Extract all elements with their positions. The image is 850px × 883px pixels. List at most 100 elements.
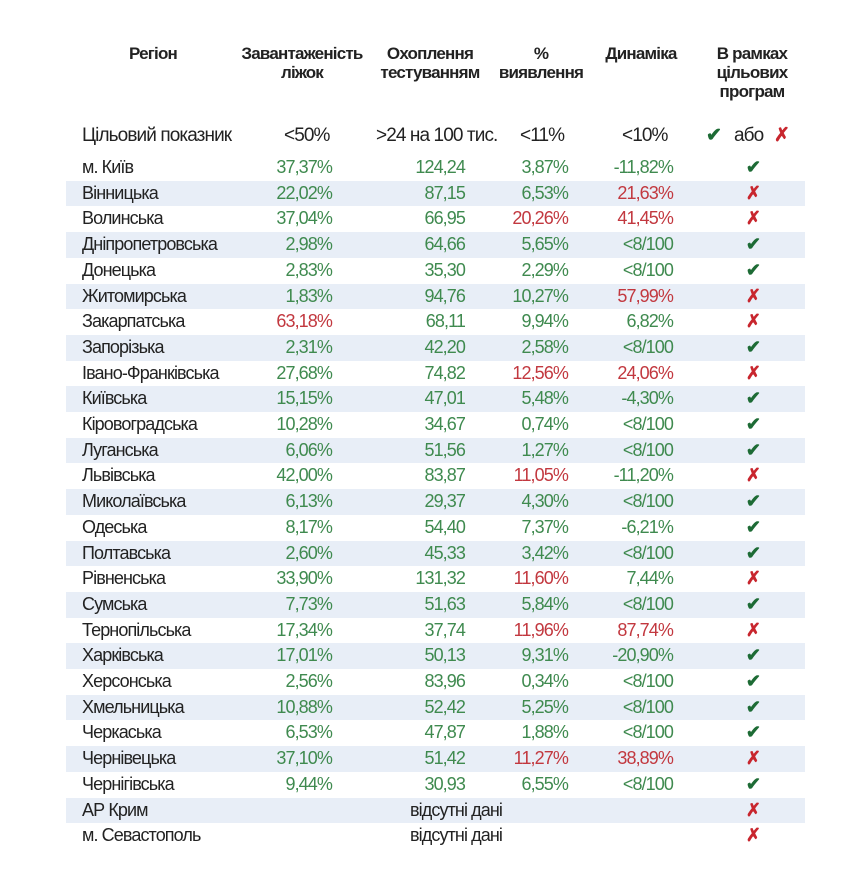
- region-name: Рівненська: [82, 568, 166, 589]
- detection-value: 2,58%: [521, 336, 568, 357]
- dynamics-value: <8/100: [622, 542, 674, 563]
- region-name: Харківська: [82, 645, 164, 666]
- testing-value: 35,30: [424, 259, 465, 280]
- region-name: м. Київ: [82, 157, 134, 177]
- beds-value: 6,13%: [285, 491, 332, 512]
- check-icon: ✔: [745, 491, 761, 512]
- table-row: Одеська 8,17% 54,40 7,37% -6,21% ✔: [66, 515, 805, 541]
- target-label: Цільовий показник: [82, 125, 232, 146]
- check-icon: ✔: [745, 259, 761, 280]
- table-row: Харківська 17,01% 50,13 9,31% -20,90% ✔: [66, 643, 805, 669]
- detection-value: 2,29%: [521, 259, 568, 280]
- target-beds: <50%: [284, 125, 330, 146]
- detection-value: 5,48%: [521, 388, 568, 409]
- testing-value: 30,93: [424, 773, 465, 794]
- region-name: Миколаївська: [82, 491, 186, 512]
- testing-value: 37,74: [424, 619, 465, 640]
- cross-icon: ✗: [745, 182, 761, 203]
- detection-value: 9,94%: [521, 311, 568, 332]
- region-name: Донецька: [82, 259, 156, 280]
- testing-value: 42,20: [424, 336, 465, 357]
- testing-value: 51,42: [424, 748, 465, 769]
- beds-value: 63,18%: [276, 311, 333, 332]
- dynamics-value: <8/100: [622, 671, 674, 691]
- testing-value: 51,63: [424, 593, 465, 614]
- testing-value: 47,01: [424, 388, 465, 409]
- dynamics-value: -11,20%: [613, 465, 674, 486]
- cross-icon: ✗: [745, 568, 761, 589]
- region-name: Дніпропетровська: [82, 234, 218, 255]
- beds-value: 17,01%: [276, 645, 333, 666]
- region-name: Луганська: [82, 439, 159, 460]
- beds-value: 2,83%: [285, 259, 332, 280]
- testing-value: 124,24: [415, 157, 466, 177]
- testing-value: 64,66: [424, 234, 465, 255]
- dynamics-value: -11,82%: [613, 157, 674, 177]
- dynamics-value: <8/100: [622, 414, 674, 434]
- dynamics-value: -6,21%: [621, 516, 674, 537]
- detection-value: 20,26%: [512, 208, 569, 229]
- header-beds: Завантаженість ліжок: [241, 44, 363, 82]
- region-name: Івано-Франківська: [82, 362, 219, 383]
- check-icon: ✔: [745, 439, 761, 460]
- detection-value: 7,37%: [521, 516, 568, 537]
- dynamics-value: <8/100: [622, 722, 674, 743]
- beds-value: 10,88%: [276, 696, 333, 717]
- beds-value: 27,68%: [276, 362, 333, 383]
- testing-value: 94,76: [424, 285, 465, 306]
- testing-value: 87,15: [424, 182, 465, 203]
- testing-value: 68,11: [425, 311, 466, 332]
- region-name: Київська: [82, 388, 147, 409]
- check-icon: ✔: [745, 234, 761, 255]
- beds-value: 6,06%: [285, 439, 332, 460]
- beds-value: 37,10%: [276, 748, 333, 769]
- testing-value: 51,56: [424, 439, 465, 460]
- dynamics-value: 41,45%: [617, 208, 674, 229]
- region-name: Полтавська: [82, 542, 171, 563]
- target-testing: >24 на 100 тис.: [376, 125, 498, 146]
- table-row: Чернігівська 9,44% 30,93 6,55% <8/100 ✔: [66, 772, 805, 798]
- check-icon: ✔: [745, 773, 761, 794]
- beds-value: 15,15%: [276, 388, 333, 409]
- table-row: Чернівецька 37,10% 51,42 11,27% 38,89% ✗: [66, 746, 805, 772]
- table-row: Івано-Франківська 27,68% 74,82 12,56% 24,06%…: [66, 361, 805, 387]
- table-row: Львівська 42,00% 83,87 11,05% -11,20% ✗: [66, 463, 805, 489]
- check-icon: ✔: [745, 722, 761, 743]
- dynamics-value: <8/100: [622, 439, 674, 460]
- testing-value: 83,96: [424, 671, 465, 691]
- dynamics-value: <8/100: [622, 234, 674, 255]
- detection-value: 3,87%: [521, 157, 568, 177]
- detection-value: 0,34%: [521, 671, 568, 691]
- dynamics-value: <8/100: [622, 593, 674, 614]
- dynamics-value: <8/100: [622, 259, 674, 280]
- testing-value: 45,33: [424, 542, 465, 563]
- target-or: або: [734, 125, 764, 146]
- testing-value: 47,87: [424, 722, 465, 743]
- dynamics-value: <8/100: [622, 336, 674, 357]
- header-region: Регіон: [128, 44, 178, 63]
- table-row: Луганська 6,06% 51,56 1,27% <8/100 ✔: [66, 437, 805, 464]
- detection-value: 11,27%: [513, 748, 569, 769]
- detection-value: 5,25%: [521, 696, 568, 717]
- beds-value: 2,60%: [285, 542, 332, 563]
- beds-value: 2,98%: [285, 234, 332, 255]
- table-row: Херсонська 2,56% 83,96 0,34% <8/100 ✔: [66, 669, 805, 695]
- detection-value: 11,96%: [513, 619, 569, 640]
- region-name: Кіровоградська: [82, 414, 198, 434]
- dynamics-value: 87,74%: [617, 619, 674, 640]
- dynamics-value: <8/100: [622, 773, 674, 794]
- dynamics-value: -20,90%: [612, 645, 674, 666]
- table-row: Черкаська 6,53% 47,87 1,88% <8/100 ✔: [66, 720, 805, 746]
- detection-value: 4,30%: [521, 491, 568, 512]
- region-name: Закарпатська: [82, 311, 185, 332]
- table-row: Вінницька 22,02% 87,15 6,53% 21,63% ✗: [66, 180, 805, 207]
- detection-value: 3,42%: [521, 542, 568, 563]
- table-row: Київська 15,15% 47,01 5,48% -4,30% ✔: [66, 386, 805, 412]
- cross-icon: ✗: [745, 619, 761, 640]
- beds-value: 10,28%: [276, 414, 333, 434]
- region-name: Вінницька: [82, 182, 159, 203]
- table-row: Житомирська 1,83% 94,76 10,27% 57,99% ✗: [66, 283, 805, 310]
- testing-value: 54,40: [424, 516, 465, 537]
- check-icon: ✔: [706, 125, 722, 146]
- region-name: Тернопільська: [82, 619, 191, 640]
